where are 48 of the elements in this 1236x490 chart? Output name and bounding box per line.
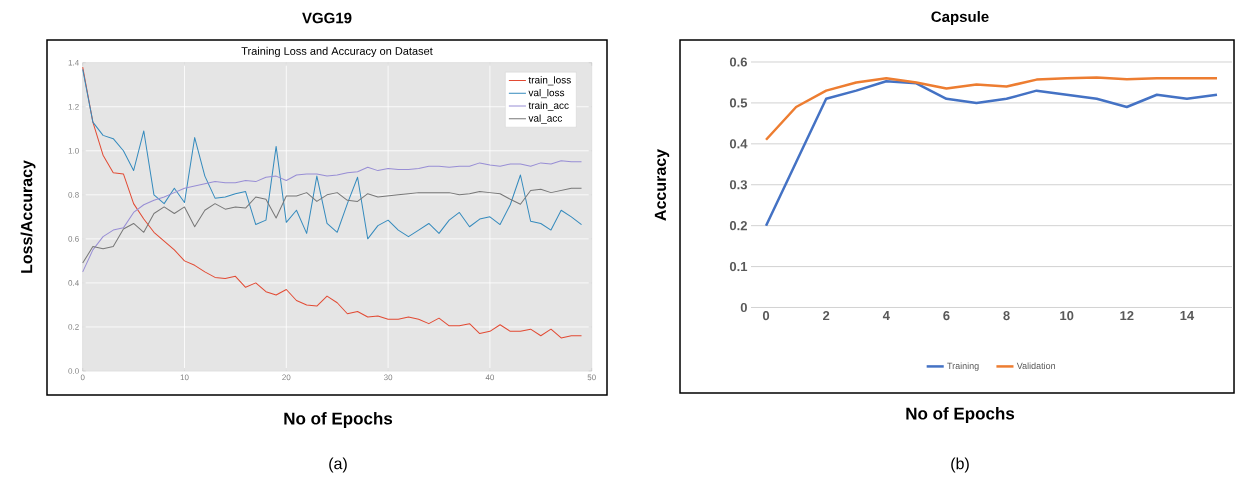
x-axis-title: No of Epochs bbox=[284, 412, 393, 428]
y-tick-label: 0.6 bbox=[68, 236, 79, 242]
y-axis-title: Accuracy bbox=[654, 149, 670, 221]
y-tick-label: 0.0 bbox=[68, 368, 79, 374]
y-tick-label: 0.5 bbox=[729, 98, 748, 108]
text: (a) bbox=[329, 457, 347, 473]
x-tick-label: 10 bbox=[180, 374, 189, 381]
legend-label: train_acc bbox=[528, 101, 569, 111]
line-series bbox=[82, 68, 583, 240]
chart-subtitle: Training Loss and Accuracy on Dataset bbox=[241, 46, 433, 58]
x-tick-label: 20 bbox=[282, 374, 291, 381]
x-tick-label: 0 bbox=[80, 374, 85, 381]
legend-label: val_loss bbox=[528, 88, 565, 99]
x-tick-label: 30 bbox=[383, 374, 393, 381]
x-tick-label: 0 bbox=[762, 311, 770, 321]
y-tick-label: 1.2 bbox=[68, 103, 79, 110]
y-tick-label: 0.3 bbox=[729, 180, 748, 190]
text: (b) bbox=[951, 457, 969, 473]
x-tick-label: 12 bbox=[1120, 311, 1134, 321]
y-tick-label: 0.2 bbox=[729, 221, 747, 231]
chart-title: Capsule bbox=[931, 11, 989, 25]
x-tick-label: 4 bbox=[882, 311, 890, 320]
x-tick-label: 40 bbox=[485, 374, 495, 381]
x-tick-label: 10 bbox=[1060, 311, 1074, 321]
x-tick-label: 8 bbox=[1003, 311, 1010, 321]
x-tick-label: 2 bbox=[823, 311, 830, 321]
y-tick-label: 0.2 bbox=[68, 324, 79, 330]
legend-label: val_acc bbox=[528, 114, 563, 124]
x-tick-label: 6 bbox=[943, 311, 950, 321]
y-tick-label: 0.8 bbox=[68, 192, 79, 198]
y-tick-label: 0 bbox=[740, 302, 747, 313]
y-tick-label: 0.4 bbox=[68, 280, 79, 286]
line-series bbox=[82, 66, 583, 339]
legend-label: train_loss bbox=[528, 76, 571, 86]
x-tick-label: 14 bbox=[1180, 311, 1195, 320]
y-tick-label: 0.4 bbox=[729, 139, 748, 149]
legend-label: Validation bbox=[1016, 362, 1056, 370]
line-series bbox=[82, 160, 583, 273]
y-axis-title: Loss/Accuracy bbox=[20, 160, 36, 273]
y-tick-label: 0.6 bbox=[729, 57, 748, 67]
x-tick-label: 50 bbox=[587, 374, 596, 381]
line-series bbox=[764, 79, 1219, 227]
y-tick-label: 0.1 bbox=[729, 261, 748, 272]
chart-title: VGG19 bbox=[302, 12, 352, 24]
y-tick-label: 1.4 bbox=[68, 59, 79, 66]
legend-label: Training bbox=[947, 362, 979, 371]
y-tick-label: 1.0 bbox=[68, 147, 79, 154]
x-axis-title: No of Epochs bbox=[906, 407, 1015, 423]
